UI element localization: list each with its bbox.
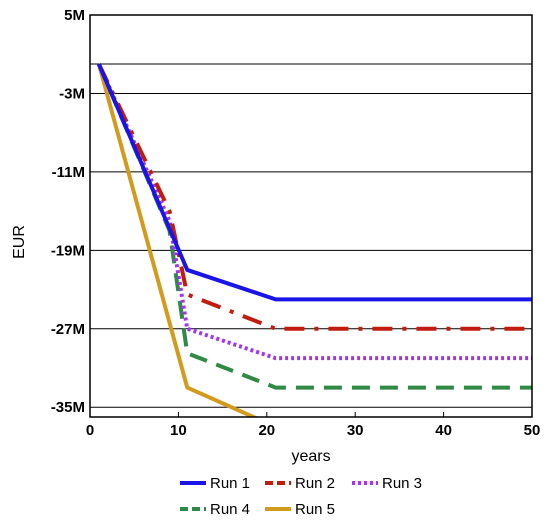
x-tick-label: 20: [258, 422, 275, 439]
plot-frame: [89, 14, 533, 418]
series-line-run-1: [97, 63, 532, 302]
y-tick-label: -35M: [51, 399, 85, 416]
series-line-run-2: [97, 63, 532, 331]
x-axis-label: years: [291, 448, 330, 465]
y-tick-label: -19M: [51, 242, 85, 259]
series-layer: [96, 63, 532, 417]
grid-layer: [90, 14, 532, 408]
series-line-run-3: [97, 63, 532, 361]
legend-label: Run 5: [295, 501, 335, 518]
y-tick-label: 5M: [64, 7, 85, 24]
x-tick-label: 30: [347, 422, 364, 439]
legend-label: Run 4: [210, 501, 250, 518]
legend-label: Run 1: [210, 475, 250, 492]
x-tick-label: 40: [435, 422, 452, 439]
x-tick-label: 0: [86, 422, 94, 439]
y-tick-label: -3M: [59, 85, 85, 102]
legend-label: Run 3: [382, 475, 422, 492]
legend: Run 1 Run 2 Run 3 Run 4 Run 5: [180, 475, 422, 518]
y-tick-label: -11M: [52, 164, 85, 181]
x-tick-label: 10: [170, 422, 187, 439]
y-axis-label: EUR: [11, 225, 28, 259]
x-tick-label: 50: [524, 422, 541, 439]
series-line-run-5: [96, 63, 259, 417]
y-tick-label: -27M: [51, 321, 85, 338]
legend-label: Run 2: [295, 475, 335, 492]
series-line-run-4: [96, 63, 532, 390]
